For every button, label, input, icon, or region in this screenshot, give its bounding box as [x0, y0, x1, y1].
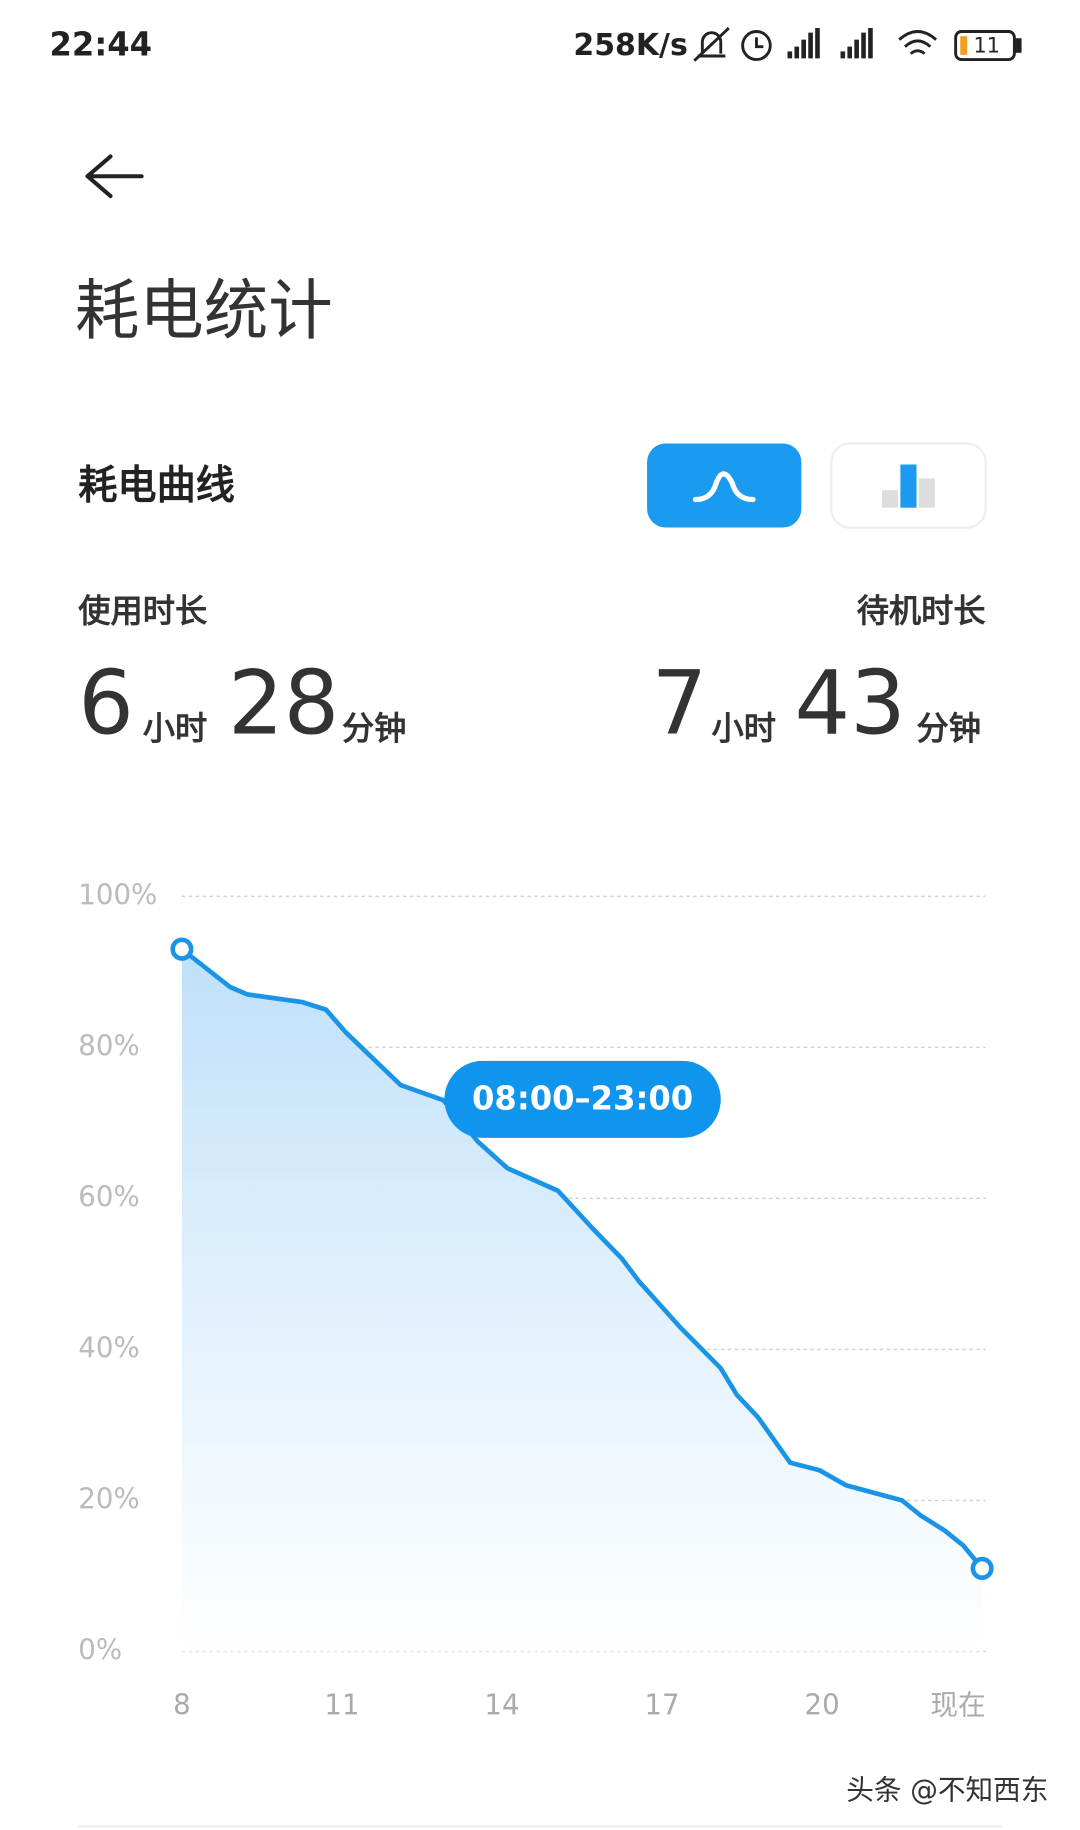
standby-label: 待机时长 [857, 592, 986, 630]
y-tick-label: 20% [78, 1482, 139, 1515]
standby-hours: 7 [652, 651, 708, 755]
usage-minutes: 28 [228, 651, 339, 755]
battery-text: 11 [974, 34, 1000, 58]
end-point [170, 937, 194, 961]
x-tick-label: 8 [173, 1688, 191, 1721]
tooltip-text: 08:00–23:00 [472, 1079, 693, 1117]
x-tick-label: 20 [805, 1688, 840, 1721]
x-tick-label: 17 [644, 1688, 679, 1721]
standby-hours-unit: 小时 [712, 709, 776, 747]
x-tick-label: 现在 [930, 1688, 985, 1721]
usage-label: 使用时长 [78, 592, 207, 630]
section-title: 耗电曲线 [78, 462, 235, 508]
x-tick-label: 14 [484, 1688, 519, 1721]
usage-minutes-unit: 分钟 [342, 709, 406, 747]
y-tick-label: 80% [78, 1029, 139, 1062]
area [181, 949, 983, 1652]
back-button[interactable] [85, 154, 144, 199]
usage-hours-unit: 小时 [143, 709, 207, 747]
page-title: 耗电统计 [75, 273, 333, 349]
tooltip-bubble [444, 1060, 721, 1138]
curve-toggle[interactable] [647, 443, 802, 528]
y-tick-label: 100% [78, 878, 157, 911]
status-time: 22:44 [50, 26, 153, 64]
network-speed: 258K/s [573, 28, 687, 63]
standby-minutes-unit: 分钟 [917, 709, 981, 747]
y-tick-label: 40% [78, 1331, 139, 1364]
x-tick-label: 11 [324, 1688, 359, 1721]
y-tick-label: 0% [78, 1633, 122, 1666]
standby-minutes: 43 [794, 651, 905, 755]
watermark: 头条 @不知西东 [846, 1773, 1048, 1806]
end-point [970, 1556, 994, 1581]
line [179, 946, 985, 1571]
battery-chart: 0% 20% 40% 60% 80% 100% 8 11 14 17 20 现在 08:00–23:00 [78, 878, 994, 1721]
usage-hours: 6 [78, 651, 134, 755]
status-icons [693, 26, 1022, 62]
y-tick-label: 60% [78, 1180, 139, 1213]
bar-toggle[interactable] [830, 442, 987, 529]
battery-level [960, 36, 968, 55]
